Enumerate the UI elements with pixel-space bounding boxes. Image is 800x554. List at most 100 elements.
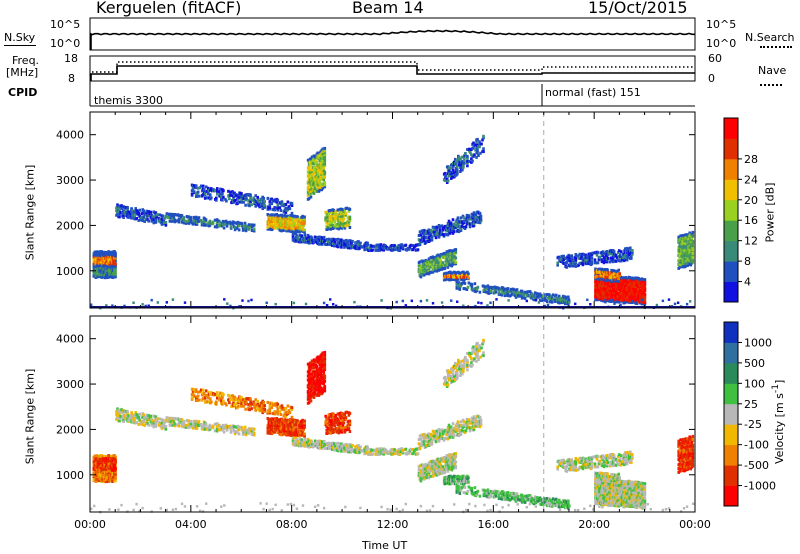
heatmap-cell — [621, 256, 625, 260]
heatmap-cell — [182, 216, 186, 220]
heatmap-cell — [470, 283, 474, 286]
heatmap-cell — [446, 226, 450, 230]
heatmap-cell — [118, 213, 121, 217]
heatmap-cell — [120, 206, 123, 210]
heatmap-cell — [154, 219, 158, 223]
heatmap-cell — [253, 201, 256, 204]
heatmap-cell — [640, 298, 643, 302]
heatmap-cell — [673, 302, 677, 306]
heatmap-cell — [330, 214, 334, 218]
heatmap-cell — [473, 153, 476, 157]
heatmap-cell — [115, 206, 118, 210]
heatmap-cell — [290, 223, 293, 227]
heatmap-cell — [458, 287, 462, 291]
heatmap-cell — [319, 182, 323, 186]
heatmap-cell — [189, 218, 193, 222]
heatmap-cell — [467, 272, 470, 276]
nave-legend-line — [760, 84, 782, 86]
heatmap-cell — [661, 299, 665, 303]
heatmap-cell — [213, 225, 217, 229]
heatmap-cell — [465, 288, 469, 291]
heatmap-cell — [262, 400, 265, 404]
heatmap-cell — [330, 220, 334, 224]
heatmap-cell — [323, 162, 327, 166]
freq-tick-low: 8 — [68, 72, 75, 85]
heatmap-cell — [340, 245, 343, 249]
heatmap-cell — [296, 215, 299, 219]
heatmap-cell — [197, 420, 201, 424]
colorbar-swatch — [724, 261, 738, 282]
heatmap-cell — [247, 199, 250, 203]
heatmap-cell — [590, 260, 594, 264]
heatmap-cell — [303, 217, 306, 221]
heatmap-cell — [275, 200, 279, 204]
heatmap-cell — [605, 258, 609, 262]
heatmap-cell — [446, 265, 450, 269]
heatmap-cell — [461, 168, 464, 172]
heatmap-cell — [165, 212, 169, 216]
heatmap-cell — [322, 178, 326, 182]
heatmap-cell — [340, 241, 343, 245]
heatmap-cell — [126, 213, 129, 217]
heatmap-cell — [501, 286, 505, 290]
heatmap-cell — [184, 221, 188, 225]
heatmap-cell — [207, 192, 210, 196]
heatmap-cell — [617, 268, 620, 272]
heatmap-cell — [94, 267, 98, 271]
heatmap-cell — [623, 254, 627, 257]
heatmap-cell — [590, 253, 594, 257]
heatmap-cell — [443, 224, 447, 228]
heatmap-cell — [318, 185, 322, 189]
heatmap-cell — [435, 228, 439, 232]
heatmap-cell — [266, 400, 270, 404]
heatmap-cell — [337, 241, 340, 245]
heatmap-cell — [318, 235, 322, 239]
heatmap-cell — [116, 203, 119, 207]
y-tick-label: 3000 — [56, 174, 84, 187]
heatmap-cell — [256, 202, 259, 205]
heatmap-cell — [122, 216, 125, 219]
heatmap-cell — [500, 288, 504, 292]
heatmap-cell — [147, 219, 151, 223]
heatmap-cell — [339, 217, 343, 221]
heatmap-cell — [353, 300, 356, 304]
heatmap-cell — [463, 155, 466, 159]
heatmap-cell — [270, 202, 274, 206]
heatmap-cell — [521, 296, 525, 299]
heatmap-cell — [243, 226, 247, 230]
heatmap-cell — [317, 169, 321, 173]
heatmap-cell — [202, 221, 206, 225]
heatmap-cell — [222, 393, 225, 397]
heatmap-cell — [192, 190, 196, 194]
heatmap-cell — [467, 276, 470, 280]
heatmap-cell — [202, 188, 206, 192]
heatmap-cell — [323, 172, 327, 176]
heatmap-cell — [520, 289, 524, 293]
heatmap-cell — [398, 248, 402, 252]
heatmap-cell — [559, 299, 563, 303]
velocity-heatmap — [90, 338, 695, 514]
heatmap-cell — [141, 219, 144, 223]
heatmap-cell — [164, 223, 168, 227]
heatmap-cell — [266, 227, 270, 231]
heatmap-cell — [240, 192, 243, 196]
heatmap-cell — [156, 301, 159, 304]
heatmap-cell — [601, 250, 605, 254]
heatmap-cell — [478, 145, 481, 149]
heatmap-cell — [256, 195, 259, 199]
freq-tick-high: 18 — [64, 52, 78, 65]
heatmap-cell — [427, 269, 431, 272]
heatmap-cell — [691, 239, 695, 243]
heatmap-cell — [106, 274, 109, 277]
heatmap-cell — [533, 291, 537, 295]
heatmap-cell — [643, 278, 647, 282]
heatmap-cell — [416, 248, 420, 252]
heatmap-cell — [307, 241, 311, 245]
heatmap-cell — [297, 217, 300, 221]
heatmap-cell — [430, 235, 434, 239]
heatmap-cell — [237, 193, 240, 197]
heatmap-cell — [281, 202, 285, 206]
heatmap-cell — [140, 215, 143, 219]
heatmap-cell — [301, 220, 304, 224]
